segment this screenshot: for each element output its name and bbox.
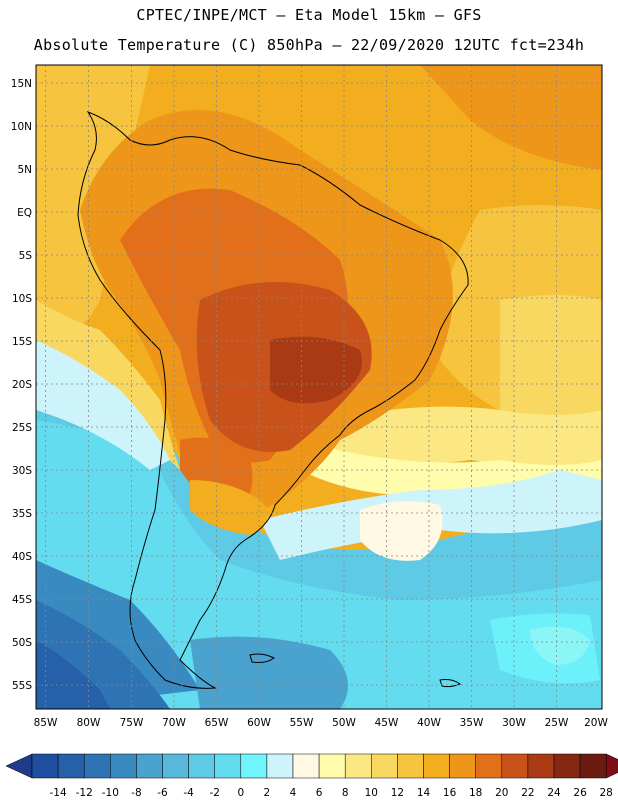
colorbar-swatch [292,753,320,779]
colorbar-tick-label: 26 [573,787,587,799]
title-line-2: Absolute Temperature (C) 850hPa – 22/09/… [33,36,585,54]
lat-label: 10S [12,293,32,305]
colorbar-tick-label: -8 [131,787,141,799]
lon-label: 70W [162,717,186,729]
colorbar-tick-label: 22 [521,787,534,799]
colorbar-tick-label: -6 [157,787,168,799]
colorbar-swatch [501,753,529,779]
colorbar-tick-label: -2 [209,787,219,799]
colorbar-tick-label: 28 [600,787,613,799]
colorbar-swatch [449,753,476,779]
lon-label: 35W [460,717,484,729]
lat-label: 20S [12,379,32,391]
lat-label: 55S [12,680,32,692]
title-line-1: CPTEC/INPE/MCT – Eta Model 15km – GFS [136,6,482,24]
lon-label: 25W [545,717,569,729]
colorbar-swatch [57,753,85,779]
lat-label: EQ [17,207,32,219]
colorbar-swatch [344,753,372,779]
lat-label: 45S [12,594,32,606]
colorbar-tick-label: 20 [495,787,508,799]
lat-label: 5S [19,250,33,262]
lon-label: 85W [34,717,58,729]
colorbar-tick-label: -10 [102,787,119,799]
lon-label: 55W [290,717,314,729]
lon-label: 60W [247,717,271,729]
colorbar-swatch [266,753,294,779]
temperature-field [36,65,602,709]
colorbar-tick-label: 4 [290,787,297,799]
colorbar-max-arrow [605,753,618,779]
colorbar-tick-label: -4 [183,787,194,799]
lat-label: 15S [12,336,32,348]
colorbar-tick-label: 14 [417,787,431,799]
colorbar-swatch [188,753,215,779]
colorbar-swatch [240,753,268,779]
colorbar-swatch [527,753,555,779]
colorbar-swatch [397,753,424,779]
colorbar-tick-label: 2 [264,787,271,799]
lon-label: 80W [77,717,101,729]
colorbar-swatch [371,753,398,779]
colorbar-tick-label: 18 [469,787,482,799]
lat-label: 50S [12,637,32,649]
colorbar-tick-label: 6 [316,787,323,799]
lon-label: 65W [205,717,229,729]
lat-label: 10N [11,121,32,133]
graticule [36,65,602,709]
colorbar-tick-label: -12 [76,787,93,799]
lat-label: 30S [12,465,32,477]
colorbar-swatch [579,753,607,779]
colorbar-swatch [553,753,581,779]
lon-label: 20W [584,717,608,729]
map-border [35,64,603,710]
colorbar-tick-label: 8 [342,787,349,799]
colorbar-min-arrow [5,753,33,779]
colorbar-tick-label: -14 [50,787,67,799]
colorbar-tick-label: 10 [365,787,378,799]
colorbar-swatch [214,753,242,779]
lon-label: 45W [375,717,399,729]
colorbar-swatch [318,753,346,779]
lat-label: 15N [11,78,32,90]
colorbar-swatch [136,753,163,779]
lon-label: 30W [502,717,526,729]
colorbar-swatch [83,753,111,779]
lat-label: 35S [12,508,32,520]
colorbar-tick-label: 12 [391,787,404,799]
lon-label: 75W [120,717,144,729]
colorbar: -14 -12 -10 -8 -6 -4 -2 0 2 4 6 8 10 12 14 16 18 20 22 24 26… [5,753,618,799]
lon-label: 40W [417,717,441,729]
colorbar-swatch [162,753,189,779]
lat-label: 25S [12,422,32,434]
colorbar-tick-label: 16 [443,787,457,799]
colorbar-swatch [423,753,450,779]
colorbar-swatch [31,753,59,779]
colorbar-swatch [475,753,503,779]
lat-label: 40S [12,551,32,563]
colorbar-tick-label: 0 [237,787,244,799]
colorbar-swatch [110,753,137,779]
lon-label: 50W [332,717,356,729]
colorbar-tick-label: 24 [547,787,561,799]
lat-label: 5N [17,164,32,176]
coastline [77,111,469,689]
